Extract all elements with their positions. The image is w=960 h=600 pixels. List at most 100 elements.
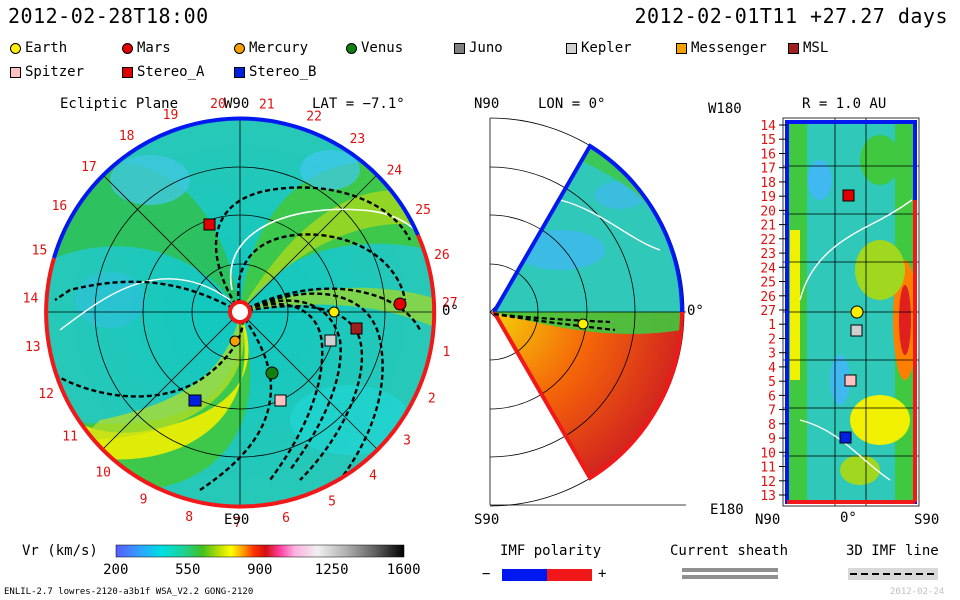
ecliptic-w90-label: W90 [224, 96, 250, 112]
carrington-label: 26 [434, 248, 450, 263]
carrington-label: 8 [185, 510, 193, 525]
legend-circle-icon [10, 42, 21, 54]
footer-date: 2012-02-24 [890, 587, 945, 597]
synoptic-spitzer-marker [844, 374, 857, 387]
legend-label: Stereo_B [249, 64, 317, 80]
legend-square-icon [566, 42, 577, 54]
synoptic-w180-label: W180 [708, 101, 742, 117]
ecliptic-e90-label: E90 [224, 512, 250, 528]
imf-positive-swatch [547, 569, 592, 581]
carrington-label: 20 [210, 97, 226, 112]
venus-marker [265, 366, 279, 380]
synoptic-y-label: 21 [760, 219, 776, 234]
current-sheath-line-1 [682, 568, 778, 572]
legend-label: Messenger [691, 40, 767, 56]
meridional-imf-lines [493, 312, 616, 332]
legend-label: Spitzer [25, 64, 85, 80]
synoptic-y-label: 26 [760, 290, 776, 305]
synoptic-y-label: 6 [768, 389, 776, 404]
current-sheath-label: Current sheath [670, 543, 789, 559]
synoptic-y-label: 17 [760, 162, 776, 177]
synoptic-y-label: 18 [760, 176, 776, 191]
legend-square-icon [10, 66, 21, 78]
synoptic-stereo-b-marker [839, 431, 852, 444]
carrington-label: 17 [81, 160, 97, 175]
synoptic-y-labels: 1415161718192021222324252627123456789101… [760, 119, 787, 504]
meridional-panel [489, 117, 686, 507]
legend-square-icon [454, 42, 465, 54]
model-footer: ENLIL-2.7 lowres-2120-a3b1f WSA_V2.2 GON… [4, 587, 254, 597]
synoptic-panel: 1415161718192021222324252627123456789101… [760, 117, 920, 507]
carrington-label: 19 [163, 108, 179, 123]
legend-item-stereo-b: Stereo_B [234, 64, 316, 80]
carrington-label: 27 [442, 296, 458, 311]
carrington-label: 15 [32, 243, 48, 258]
synoptic-y-label: 19 [760, 190, 776, 205]
carrington-label: 2 [428, 391, 436, 406]
synoptic-y-label: 13 [760, 489, 776, 504]
synoptic-e180-label: E180 [710, 502, 744, 518]
synoptic-y-label: 7 [768, 404, 776, 419]
carrington-label: 16 [52, 199, 68, 214]
synoptic-y-label: 16 [760, 148, 776, 163]
msl-marker [350, 322, 363, 335]
legend-item-messenger: Messenger [676, 40, 767, 56]
carrington-label: 7 [234, 516, 242, 531]
synoptic-y-label: 25 [760, 276, 776, 291]
synoptic-bodies [839, 189, 864, 444]
current-sheath-line-2 [682, 575, 778, 579]
carrington-label: 1 [442, 345, 450, 360]
meridional-earth-marker [577, 318, 589, 330]
synoptic-y-label: 27 [760, 304, 776, 319]
synoptic-stereo-a-marker [842, 189, 855, 202]
carrington-label: 10 [95, 465, 111, 480]
synoptic-y-label: 9 [768, 432, 776, 447]
carrington-label: 9 [140, 493, 148, 508]
meridional-s90-label: S90 [474, 512, 500, 528]
meridional-n90-label: N90 [474, 96, 500, 112]
simulation-datetime: 2012-02-28T18:00 [8, 4, 209, 28]
carrington-label: 4 [369, 468, 377, 483]
meridional-0deg-label: 0° [687, 303, 704, 319]
meridional-rim-negative [492, 143, 684, 314]
synoptic-y-label: 1 [768, 318, 776, 333]
carrington-label: 5 [328, 495, 336, 510]
kepler-marker [324, 334, 337, 347]
synoptic-y-label: 22 [760, 233, 776, 248]
carrington-label: 12 [38, 387, 54, 402]
sun-marker [228, 300, 252, 324]
colorbar-tick-label: 900 [247, 562, 273, 578]
imf-line-label: 3D IMF line [846, 543, 939, 559]
legend-circle-icon [234, 42, 245, 54]
carrington-label: 22 [306, 110, 322, 125]
colorbar-label: Vr (km/s) [22, 543, 98, 559]
imf-minus-label: − [482, 566, 491, 582]
synoptic-y-label: 14 [760, 119, 776, 134]
carrington-label: 24 [387, 164, 403, 179]
legend-square-icon [234, 66, 245, 78]
imf-polarity-label: IMF polarity [500, 543, 602, 559]
synoptic-x-label-n90: N90 [755, 512, 781, 528]
synoptic-x-label-0: 0° [840, 510, 857, 526]
velocity-colorbar [115, 544, 405, 558]
model-run-datetime: 2012-02-01T11 +27.27 days [634, 4, 948, 28]
legend-item-earth: Earth [10, 40, 67, 56]
stereo-a-marker [203, 218, 216, 231]
legend-item-mars: Mars [122, 40, 171, 56]
legend-item-msl: MSL [788, 40, 828, 56]
legend-square-icon [676, 42, 687, 54]
meridional-rim-positive [492, 310, 684, 481]
ecliptic-bodies [188, 218, 407, 407]
carrington-label: 25 [415, 203, 431, 218]
synoptic-earth-marker [850, 305, 864, 319]
carrington-label: 18 [119, 129, 135, 144]
carrington-label: 23 [350, 132, 366, 147]
meridional-lon-label: LON = 0° [538, 96, 606, 112]
legend-label: Venus [361, 40, 404, 56]
legend-circle-icon [122, 42, 133, 54]
legend-label: Juno [469, 40, 503, 56]
ecliptic-0deg-label: 0° [442, 303, 459, 319]
synoptic-y-label: 23 [760, 247, 776, 262]
ecliptic-velocity-field [50, 150, 434, 491]
